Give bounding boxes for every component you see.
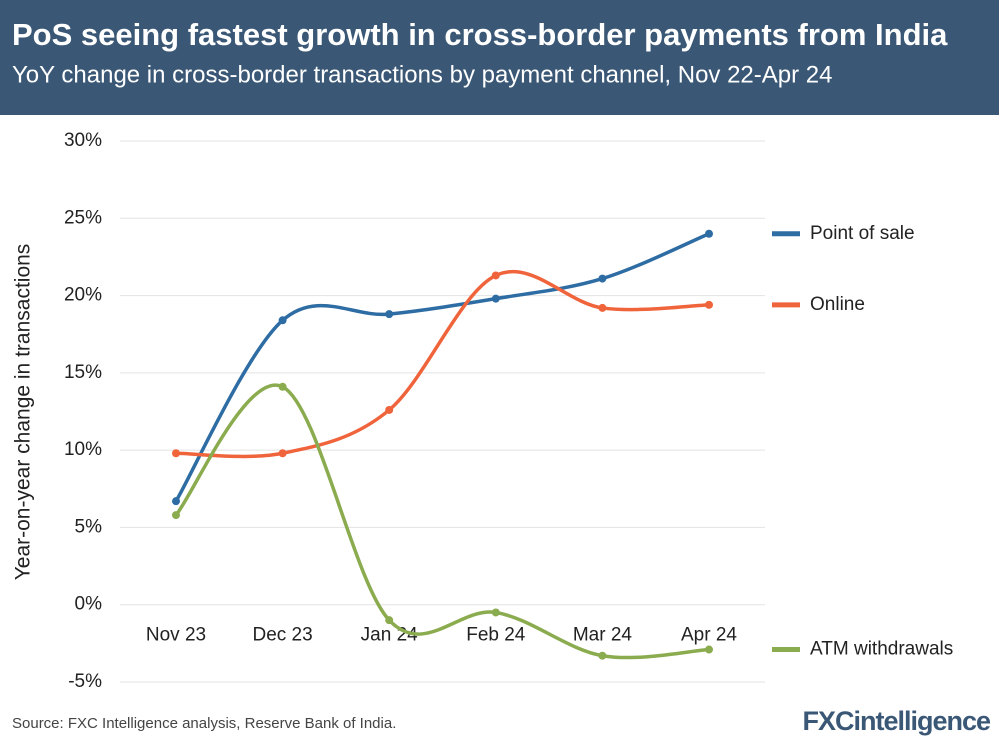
y-tick-label: 0% xyxy=(75,594,103,615)
data-point xyxy=(278,449,287,458)
series-line xyxy=(174,383,710,660)
x-tick-label: Feb 24 xyxy=(466,625,526,646)
data-point xyxy=(172,449,180,458)
data-point xyxy=(705,229,713,238)
x-tick-label: Dec 23 xyxy=(252,625,312,646)
data-point xyxy=(598,274,607,283)
y-tick-label: 5% xyxy=(75,516,103,537)
data-point xyxy=(705,645,713,654)
y-tick-label: 15% xyxy=(64,362,102,383)
y-tick-label: 30% xyxy=(64,130,102,151)
legend-label: Online xyxy=(810,294,865,315)
data-point xyxy=(385,616,394,625)
data-point xyxy=(172,497,180,506)
data-point xyxy=(278,382,287,391)
header-band xyxy=(0,0,999,115)
y-tick-label: 20% xyxy=(64,285,102,306)
legend-label: ATM withdrawals xyxy=(810,639,953,660)
data-point xyxy=(385,310,394,319)
legend-label: Point of sale xyxy=(810,223,915,244)
data-point xyxy=(491,271,500,280)
data-point xyxy=(172,511,180,520)
chart-subtitle: YoY change in cross-border transactions … xyxy=(12,61,832,88)
logo: FXCintelligence xyxy=(802,706,991,736)
x-tick-label: Mar 24 xyxy=(573,625,633,646)
data-point xyxy=(598,303,607,312)
x-tick-label: Nov 23 xyxy=(146,625,206,646)
x-tick-label: Apr 24 xyxy=(681,625,737,646)
y-tick-label: 25% xyxy=(64,207,102,228)
data-point xyxy=(491,294,500,303)
series-line xyxy=(175,269,710,459)
data-point xyxy=(491,608,500,617)
y-tick-label: 10% xyxy=(64,439,102,460)
chart-title: PoS seeing fastest growth in cross-borde… xyxy=(12,17,948,52)
series-line xyxy=(174,232,710,503)
data-point xyxy=(385,405,394,414)
y-axis-label: Year-on-year change in transactions xyxy=(12,244,35,581)
data-point xyxy=(598,651,607,660)
y-tick-label: -5% xyxy=(68,671,102,692)
x-tick-label: Jan 24 xyxy=(361,625,418,646)
source: Source: FXC Intelligence analysis, Reser… xyxy=(12,715,396,732)
data-point xyxy=(278,316,287,325)
data-point xyxy=(705,300,713,309)
